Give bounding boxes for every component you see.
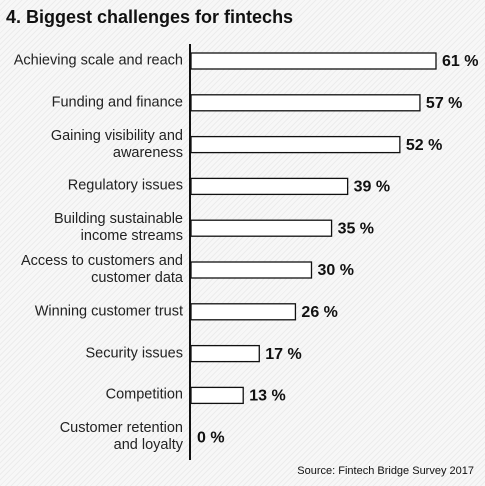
category-label: Gaining visibility and awareness bbox=[50, 127, 183, 161]
bar bbox=[190, 386, 244, 405]
category-label: Achieving scale and reach bbox=[13, 52, 183, 69]
bar bbox=[190, 135, 401, 154]
bar bbox=[190, 177, 349, 196]
value-label: 61 % bbox=[442, 53, 478, 70]
category-label: Winning customer trust bbox=[34, 303, 183, 320]
category-label: Competition bbox=[105, 386, 183, 403]
bar bbox=[190, 94, 421, 112]
value-label: 30 % bbox=[317, 262, 353, 279]
value-label: 57 % bbox=[426, 95, 462, 112]
value-label: 13 % bbox=[249, 388, 285, 405]
value-label: 35 % bbox=[338, 220, 374, 237]
category-label: Security issues bbox=[85, 345, 183, 362]
value-label: 0 % bbox=[197, 429, 225, 446]
source: Source: Fintech Bridge Survey 2017 bbox=[297, 465, 474, 477]
value-label: 17 % bbox=[265, 346, 301, 363]
value-label: 52 % bbox=[406, 137, 442, 154]
chart-title: 4. Biggest challenges for fintechs bbox=[6, 7, 293, 27]
category-label: Customer retention and loyalty bbox=[59, 420, 183, 454]
bar bbox=[190, 344, 260, 363]
bar bbox=[190, 52, 437, 70]
value-label: 26 % bbox=[301, 304, 337, 321]
category-label: Funding and finance bbox=[51, 94, 183, 111]
category-label: Building sustainable income streams bbox=[54, 211, 183, 245]
bar bbox=[190, 303, 297, 321]
bar bbox=[190, 219, 333, 237]
category-label: Regulatory issues bbox=[67, 177, 183, 194]
value-label: 39 % bbox=[354, 179, 390, 196]
category-label: Access to customers and customer data bbox=[21, 253, 183, 286]
bar bbox=[190, 261, 313, 279]
